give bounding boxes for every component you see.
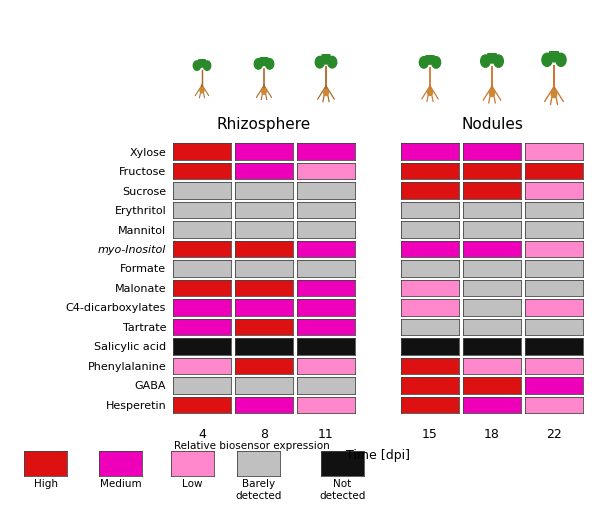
Circle shape: [551, 91, 557, 98]
Text: GABA: GABA: [134, 381, 166, 390]
Circle shape: [431, 58, 440, 69]
Text: Erythritol: Erythritol: [115, 206, 166, 216]
Text: Nodules: Nodules: [461, 117, 523, 132]
Text: myo-Inositol: myo-Inositol: [98, 244, 166, 254]
Circle shape: [262, 89, 266, 95]
Text: Salicylic acid: Salicylic acid: [94, 342, 166, 352]
Circle shape: [323, 90, 328, 96]
Text: Formate: Formate: [120, 264, 166, 274]
Circle shape: [322, 53, 331, 65]
Circle shape: [203, 62, 211, 71]
Text: Xylose: Xylose: [130, 147, 166, 157]
Circle shape: [200, 89, 204, 94]
Circle shape: [481, 56, 490, 68]
Circle shape: [254, 60, 263, 70]
Text: 4: 4: [198, 428, 206, 440]
Text: 18: 18: [484, 428, 500, 440]
Circle shape: [265, 60, 274, 70]
Text: Relative biosensor expression: Relative biosensor expression: [174, 440, 330, 450]
Text: Barely
detected: Barely detected: [235, 478, 282, 500]
Circle shape: [556, 54, 566, 67]
Text: Phenylalanine: Phenylalanine: [88, 361, 166, 371]
Circle shape: [328, 58, 337, 69]
Circle shape: [494, 56, 503, 68]
Text: 11: 11: [318, 428, 334, 440]
Text: Mannitol: Mannitol: [118, 225, 166, 235]
Text: Rhizosphere: Rhizosphere: [217, 117, 311, 132]
Text: Hesperetin: Hesperetin: [106, 400, 166, 410]
Text: 8: 8: [260, 428, 268, 440]
Text: 22: 22: [546, 428, 562, 440]
Text: Fructose: Fructose: [119, 167, 166, 177]
Text: Sucrose: Sucrose: [122, 186, 166, 196]
Circle shape: [487, 52, 497, 64]
Text: Tartrate: Tartrate: [122, 322, 166, 332]
Text: High: High: [34, 478, 58, 489]
Circle shape: [425, 53, 434, 65]
Circle shape: [193, 62, 200, 71]
Circle shape: [428, 90, 433, 96]
Circle shape: [490, 91, 494, 97]
Text: Not
detected: Not detected: [319, 478, 366, 500]
Circle shape: [199, 59, 206, 68]
Circle shape: [315, 58, 325, 69]
Text: Low: Low: [182, 478, 203, 489]
Circle shape: [260, 56, 268, 67]
Text: Medium: Medium: [100, 478, 142, 489]
Circle shape: [549, 50, 559, 63]
Circle shape: [419, 58, 428, 69]
Text: C4-dicarboxylates: C4-dicarboxylates: [66, 303, 166, 313]
Circle shape: [542, 54, 552, 67]
Text: Malonate: Malonate: [115, 284, 166, 293]
Text: 15: 15: [422, 428, 438, 440]
Text: Time [dpi]: Time [dpi]: [346, 448, 410, 461]
